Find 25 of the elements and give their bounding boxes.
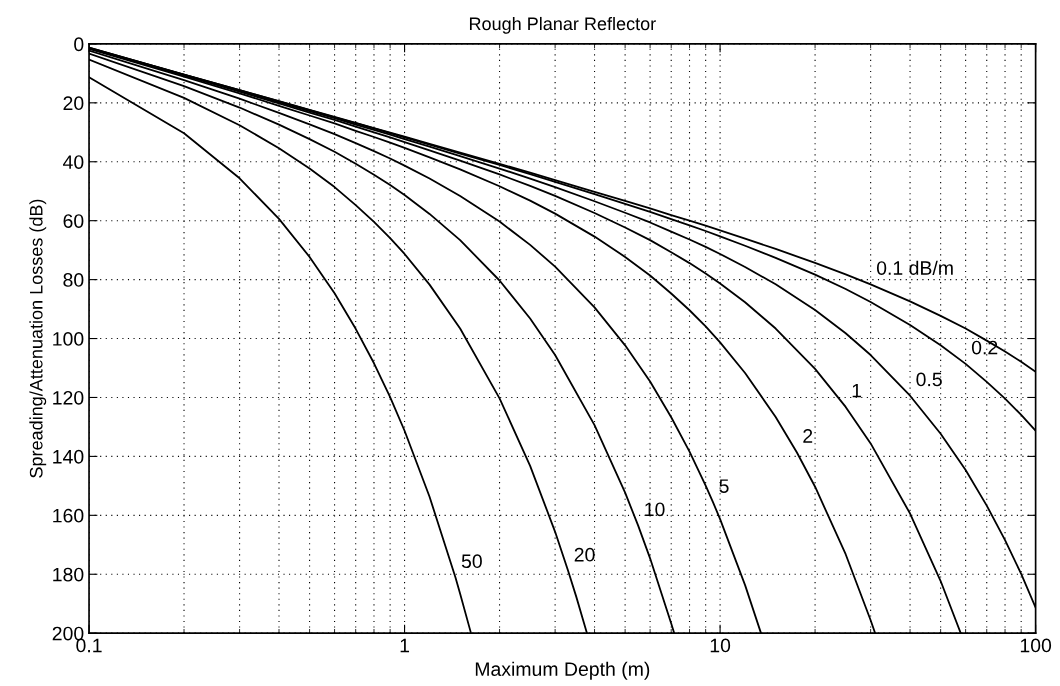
x-tick-label: 10: [710, 638, 731, 653]
annotation: 0.2: [971, 340, 998, 355]
annotation: 2: [803, 429, 813, 443]
annotation: 0.5: [916, 372, 942, 387]
annotation: 0.1 dB/m: [876, 260, 953, 275]
annotation: 10: [645, 502, 665, 517]
y-tick-label: 100: [53, 332, 84, 346]
x-tick-label: 1: [400, 638, 410, 653]
x-tick-label: 100: [1020, 638, 1052, 653]
annotation: 50: [461, 554, 482, 569]
y-tick-label: 80: [63, 273, 84, 287]
annotation: 5: [719, 479, 729, 493]
annotation: 20: [574, 547, 595, 562]
y-tick-label: 40: [63, 155, 84, 169]
y-tick-label: 0: [74, 37, 84, 52]
y-tick-label: 180: [53, 567, 84, 582]
y-tick-label: 120: [53, 390, 84, 405]
y-tick-label: 20: [63, 96, 84, 111]
annotation: 1: [852, 383, 862, 398]
chart-title: Rough Planar Reflector: [469, 16, 656, 34]
y-tick-label: 140: [53, 449, 84, 464]
x-axis-title: Maximum Depth (m): [475, 661, 650, 680]
y-axis-title: Spreading/Attenuation Losses (dB): [29, 199, 47, 478]
y-tick-label: 160: [53, 508, 84, 523]
y-tick-label: 60: [63, 214, 84, 228]
